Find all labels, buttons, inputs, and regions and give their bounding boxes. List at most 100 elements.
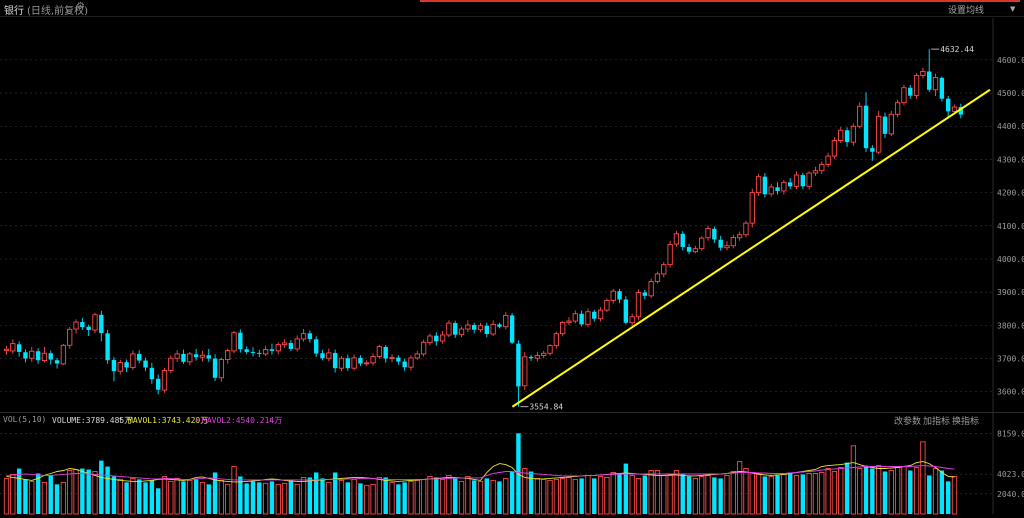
candle-body xyxy=(471,325,477,330)
volume-bar xyxy=(23,479,28,514)
volume-bar xyxy=(86,469,91,514)
volume-bar xyxy=(844,462,850,514)
candle xyxy=(901,84,907,106)
volume-bar xyxy=(345,482,350,514)
volume-bar xyxy=(465,475,471,515)
volume-bar xyxy=(585,474,591,515)
vol-indicator-label[interactable]: VOL(5,10) xyxy=(3,415,47,424)
candle-body xyxy=(825,155,831,165)
candle-body xyxy=(572,313,578,322)
candle xyxy=(288,339,294,351)
add-indicator-button[interactable]: 加指标 xyxy=(923,417,951,427)
candle-body xyxy=(320,353,325,359)
volume-bar xyxy=(16,468,22,514)
ma-setting-button[interactable]: 设置均线 xyxy=(948,6,985,16)
candle xyxy=(913,73,920,100)
volume-bar xyxy=(699,475,705,515)
candle-body xyxy=(724,245,730,249)
volume-bar xyxy=(288,480,294,514)
volume-bar xyxy=(396,484,401,514)
volume-bar xyxy=(913,467,920,515)
volume-bar xyxy=(908,470,913,514)
gear-icon[interactable]: ⚙ xyxy=(76,1,85,12)
candle xyxy=(736,231,743,241)
volume-bar xyxy=(819,472,825,515)
candle-body xyxy=(736,234,743,239)
candle-body xyxy=(699,237,705,250)
candle xyxy=(23,349,28,363)
mavol2-line xyxy=(6,465,955,481)
candle xyxy=(427,333,433,346)
volume-bar xyxy=(692,477,699,515)
volume-bar xyxy=(174,477,180,515)
candle-body xyxy=(787,182,793,187)
volume-bar xyxy=(762,476,768,514)
volume-bar xyxy=(48,475,53,514)
vol-down-arrow-icon-2: ↓ xyxy=(268,415,273,424)
candle xyxy=(269,343,275,355)
candle xyxy=(206,348,211,362)
volume-bar xyxy=(3,477,10,515)
change-params-button[interactable]: 改参数 xyxy=(894,417,922,427)
candle xyxy=(585,308,591,328)
candle-body xyxy=(137,353,142,361)
candle xyxy=(610,288,616,304)
volume-bar xyxy=(876,465,882,515)
price-tick-label: 4300.00 xyxy=(997,155,1024,164)
candle-body xyxy=(99,314,104,334)
candle xyxy=(844,127,850,147)
volume-bar xyxy=(218,479,225,515)
volume-bar xyxy=(667,474,673,515)
volume-bar xyxy=(471,480,477,514)
candle xyxy=(497,322,502,329)
candle-body xyxy=(262,349,269,355)
volume-bar xyxy=(541,478,547,515)
volume-bar xyxy=(831,471,838,515)
volume-bar xyxy=(528,471,534,514)
candle-body xyxy=(29,350,35,359)
candle xyxy=(654,271,661,284)
candle xyxy=(863,92,869,153)
candle xyxy=(534,351,541,362)
volume-bar xyxy=(35,473,41,514)
candle xyxy=(370,353,376,366)
candle xyxy=(932,73,939,97)
candle-body xyxy=(497,324,502,327)
candle-body xyxy=(870,148,875,152)
candle-body xyxy=(376,346,383,358)
candle xyxy=(819,161,825,175)
volume-bar xyxy=(951,476,958,515)
candle-body xyxy=(762,176,768,195)
volume-bar xyxy=(661,474,667,515)
candle-body xyxy=(901,87,907,104)
candle xyxy=(566,317,572,326)
caret-down-icon[interactable]: ▼ xyxy=(1010,5,1016,13)
price-grid xyxy=(0,59,993,393)
volume-bar xyxy=(787,472,793,514)
candle xyxy=(294,335,300,352)
switch-indicator-button[interactable]: 换指标 xyxy=(952,417,980,427)
candle xyxy=(326,348,332,362)
candle-body xyxy=(932,77,939,91)
candle xyxy=(345,354,350,371)
volume-bar xyxy=(597,475,604,515)
volume-bar xyxy=(225,483,231,515)
candle xyxy=(825,152,831,168)
volume-bar xyxy=(41,481,48,515)
volume-bar xyxy=(553,478,559,515)
volume-bar xyxy=(579,478,584,514)
volume-bar xyxy=(490,479,496,515)
volume-bar xyxy=(932,468,939,515)
candle xyxy=(560,321,566,337)
candle xyxy=(60,343,67,366)
volume-bar xyxy=(648,470,654,515)
candle-body xyxy=(692,248,699,253)
candle-body xyxy=(313,339,319,354)
volume-bar xyxy=(635,477,642,515)
candle xyxy=(927,49,932,93)
chart-subtitle: (日线,前复权) xyxy=(27,6,88,17)
candle-body xyxy=(269,349,275,351)
candle xyxy=(364,360,370,367)
